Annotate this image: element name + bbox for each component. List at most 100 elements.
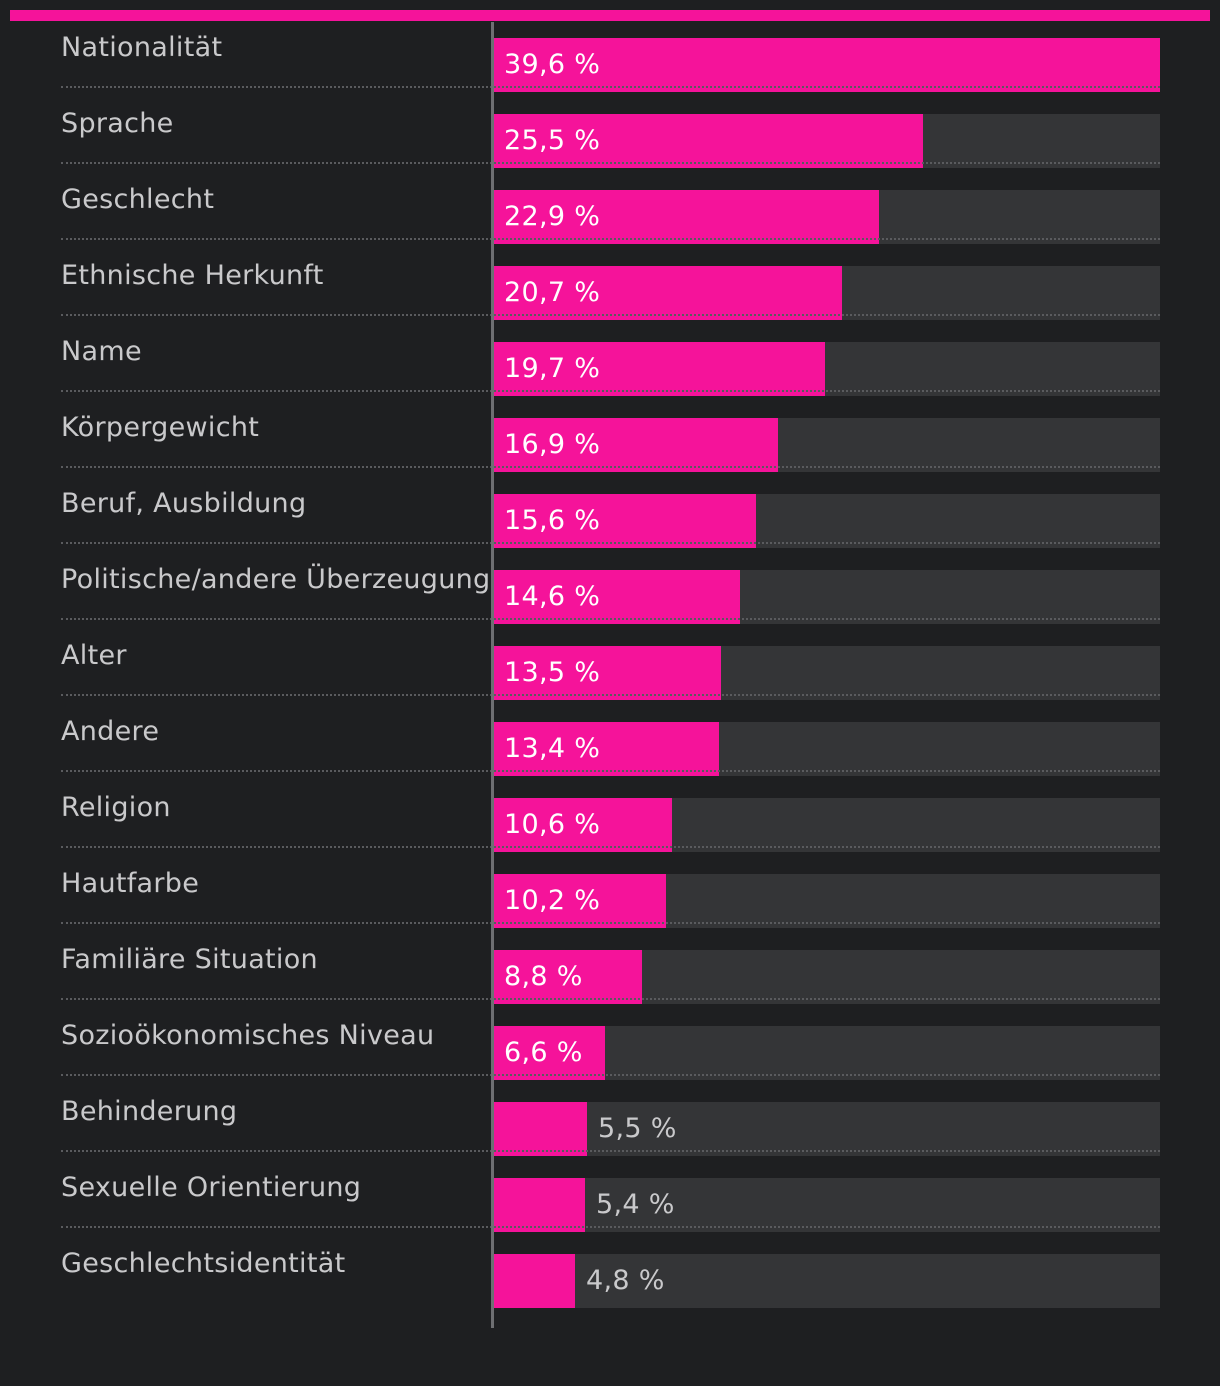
category-label: Politische/andere Überzeugung <box>61 564 491 595</box>
bar <box>494 342 825 396</box>
bar-track: 15,6 % <box>494 494 1160 548</box>
data-label: 14,6 % <box>504 581 601 612</box>
data-label: 39,6 % <box>504 49 601 80</box>
bar-track: 14,6 % <box>494 570 1160 624</box>
row-separator <box>61 618 1160 620</box>
bar <box>494 646 721 700</box>
category-label: Ethnische Herkunft <box>61 260 324 291</box>
bar <box>494 950 642 1004</box>
bar-track: 22,9 % <box>494 190 1160 244</box>
category-label: Geschlechtsidentität <box>61 1248 346 1279</box>
category-label: Sprache <box>61 108 174 139</box>
category-label: Geschlecht <box>61 184 215 215</box>
bar <box>494 114 923 168</box>
bar-track: 8,8 % <box>494 950 1160 1004</box>
row-separator <box>61 694 1160 696</box>
bar-row: Andere 13,4 % <box>0 706 1220 782</box>
category-label: Sexuelle Orientierung <box>61 1172 362 1203</box>
row-separator <box>61 238 1160 240</box>
bar <box>494 1102 587 1156</box>
bar-row: Politische/andere Überzeugung 14,6 % <box>0 554 1220 630</box>
bar-track: 6,6 % <box>494 1026 1160 1080</box>
row-separator <box>61 314 1160 316</box>
bar <box>494 38 1160 92</box>
bar-row: Sozioökonomisches Niveau 6,6 % <box>0 1010 1220 1086</box>
row-separator <box>61 1074 1160 1076</box>
bar <box>494 874 666 928</box>
bar-row: Hautfarbe 10,2 % <box>0 858 1220 934</box>
data-label: 13,4 % <box>504 733 601 764</box>
data-label: 22,9 % <box>504 201 601 232</box>
bar-row: Familiäre Situation 8,8 % <box>0 934 1220 1010</box>
bar-track: 10,6 % <box>494 798 1160 852</box>
bar <box>494 494 756 548</box>
data-label: 20,7 % <box>504 277 601 308</box>
category-label: Beruf, Ausbildung <box>61 488 307 519</box>
bar-row: Beruf, Ausbildung 15,6 % <box>0 478 1220 554</box>
category-label: Familiäre Situation <box>61 944 318 975</box>
category-label: Nationalität <box>61 32 223 63</box>
bar-track: 4,8 % <box>494 1254 1160 1308</box>
bar-row: Sexuelle Orientierung 5,4 % <box>0 1162 1220 1238</box>
bar-row: Ethnische Herkunft 20,7 % <box>0 250 1220 326</box>
data-label: 10,2 % <box>504 885 601 916</box>
data-label: 5,4 % <box>596 1189 675 1220</box>
bar-row: Behinderung 5,5 % <box>0 1086 1220 1162</box>
bar-track: 10,2 % <box>494 874 1160 928</box>
category-label: Behinderung <box>61 1096 238 1127</box>
row-separator <box>61 542 1160 544</box>
category-label: Hautfarbe <box>61 868 200 899</box>
bar-track: 13,4 % <box>494 722 1160 776</box>
top-accent-bar <box>10 10 1210 21</box>
row-separator <box>61 86 1160 88</box>
bar-track: 20,7 % <box>494 266 1160 320</box>
row-separator <box>61 466 1160 468</box>
data-label: 5,5 % <box>598 1113 677 1144</box>
data-label: 6,6 % <box>504 1037 583 1068</box>
category-label: Körpergewicht <box>61 412 260 443</box>
row-separator <box>61 998 1160 1000</box>
row-separator <box>61 390 1160 392</box>
bar <box>494 798 672 852</box>
bar <box>494 1026 605 1080</box>
bar-row: Geschlechtsidentität 4,8 % <box>0 1238 1220 1314</box>
bar <box>494 1254 575 1308</box>
bar <box>494 418 778 472</box>
bar <box>494 266 842 320</box>
category-label: Religion <box>61 792 171 823</box>
row-separator <box>61 770 1160 772</box>
bar-track: 19,7 % <box>494 342 1160 396</box>
data-label: 16,9 % <box>504 429 601 460</box>
data-label: 25,5 % <box>504 125 601 156</box>
row-separator <box>61 162 1160 164</box>
bar-row: Körpergewicht 16,9 % <box>0 402 1220 478</box>
bar-row: Religion 10,6 % <box>0 782 1220 858</box>
bar-track: 5,5 % <box>494 1102 1160 1156</box>
category-axis-line <box>491 22 494 1328</box>
data-label: 8,8 % <box>504 961 583 992</box>
category-label: Andere <box>61 716 160 747</box>
bar <box>494 570 740 624</box>
bar-track: 5,4 % <box>494 1178 1160 1232</box>
category-label: Name <box>61 336 142 367</box>
category-label: Alter <box>61 640 127 671</box>
row-separator <box>61 922 1160 924</box>
bar-track: 13,5 % <box>494 646 1160 700</box>
bar <box>494 722 719 776</box>
data-label: 4,8 % <box>586 1265 665 1296</box>
bar-row: Nationalität 39,6 % <box>0 22 1220 98</box>
bar-row: Geschlecht 22,9 % <box>0 174 1220 250</box>
bar-row: Name 19,7 % <box>0 326 1220 402</box>
bar-track: 39,6 % <box>494 38 1160 92</box>
row-separator <box>61 846 1160 848</box>
row-separator <box>61 1226 1160 1228</box>
data-label: 15,6 % <box>504 505 601 536</box>
category-label: Sozioökonomisches Niveau <box>61 1020 435 1051</box>
row-separator <box>61 1150 1160 1152</box>
bar <box>494 1178 585 1232</box>
bar-row: Alter 13,5 % <box>0 630 1220 706</box>
data-label: 13,5 % <box>504 657 601 688</box>
bar <box>494 190 879 244</box>
bar-row: Sprache 25,5 % <box>0 98 1220 174</box>
